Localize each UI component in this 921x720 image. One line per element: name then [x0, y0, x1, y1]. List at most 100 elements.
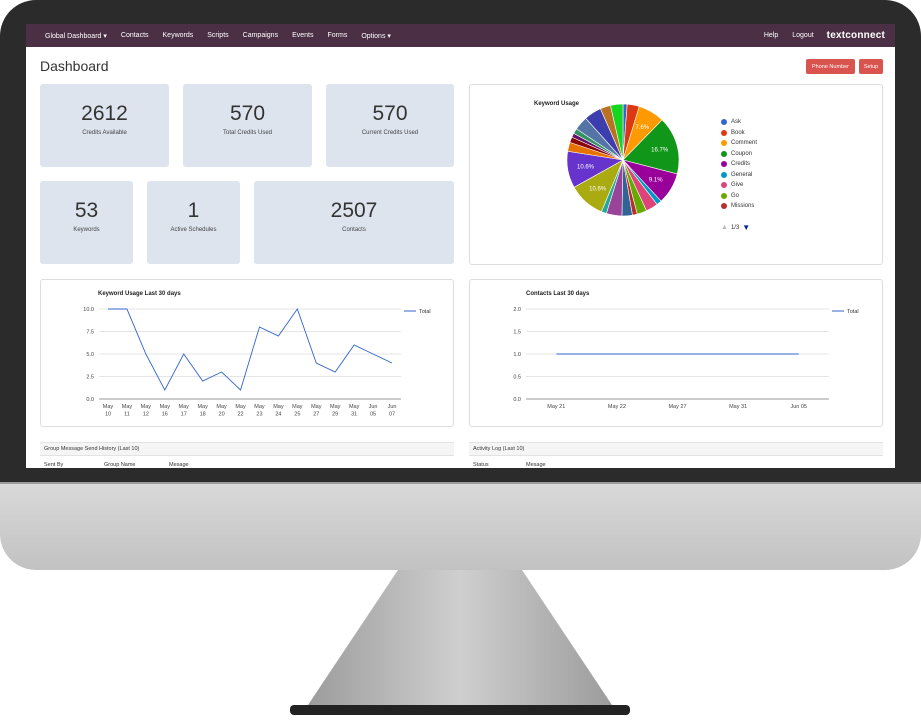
legend-item[interactable]: Ask [721, 119, 741, 125]
nav-logout[interactable]: Logout [792, 32, 814, 39]
y-tick-label: 0.0 [86, 397, 94, 403]
legend-swatch [721, 171, 727, 178]
activity-log-table-title: Activity Log (Last 10) [469, 442, 883, 456]
keyword-usage-pie-panel: Keyword Usage 7.6% 16.7% 9.1% 10.6% 10.6% As… [469, 84, 883, 265]
nav-global-dashboard[interactable]: Global Dashboard ▾ [45, 32, 107, 40]
pie-slice[interactable] [610, 103, 624, 161]
column-sent-by: Sent By [44, 462, 64, 468]
x-tick-label: Jun 05 [790, 404, 807, 410]
stat-label: Contacts [342, 227, 366, 233]
x-tick-label: 11 [124, 412, 130, 418]
stat-label: Total Credits Used [222, 130, 273, 136]
phone-number-button[interactable]: Phone Number [806, 59, 855, 74]
x-tick-label: 07 [389, 412, 395, 418]
x-tick-label: May [273, 404, 284, 410]
legend-swatch [721, 140, 727, 146]
group-history-table-title: Group Message Send History (Last 10) [40, 442, 454, 456]
legend-swatch [721, 182, 727, 188]
legend-swatch [721, 192, 727, 199]
y-tick-label: 7.5 [86, 330, 94, 336]
legend-next-icon[interactable]: ▼ [742, 223, 751, 232]
x-tick-label: May [197, 404, 208, 410]
x-tick-label: 05 [370, 412, 376, 418]
x-tick-label: 24 [275, 412, 281, 418]
x-tick-label: May 31 [729, 404, 747, 410]
nav-scripts[interactable]: Scripts [207, 32, 229, 39]
nav-campaigns[interactable]: Campaigns [242, 32, 279, 39]
stat-label: Active Schedules [170, 227, 217, 233]
stat-label: Keywords [73, 227, 100, 233]
x-tick-label: 12 [143, 412, 149, 418]
x-tick-label: May [179, 404, 190, 410]
nav-keywords[interactable]: Keywords [162, 32, 194, 39]
legend-swatch [721, 150, 727, 157]
legend-label: Credits [731, 161, 751, 167]
legend-item[interactable]: General [721, 171, 753, 178]
x-tick-label: May [216, 404, 227, 410]
column-status: Status [473, 462, 489, 468]
pie-slice-label: 9.1% [649, 177, 663, 183]
x-tick-label: 18 [200, 412, 206, 418]
x-tick-label: May [103, 404, 114, 410]
series-line[interactable] [108, 308, 393, 391]
y-tick-label: 1.0 [513, 352, 521, 358]
x-tick-label: May [349, 404, 360, 410]
legend-item[interactable]: Comment [721, 140, 757, 146]
stat-active-schedules: 1 Active Schedules [147, 181, 240, 264]
legend-label: General [731, 171, 753, 178]
nav-help[interactable]: Help [763, 32, 779, 39]
legend-item[interactable]: Give [721, 182, 743, 188]
brand-logo[interactable]: textconnect [826, 30, 885, 41]
pie-slice[interactable] [622, 119, 680, 175]
table-title: Group Message Send History (Last 10) [44, 446, 140, 452]
keyword-usage-pie-chart: 7.6% 16.7% 9.1% 10.6% 10.6% [566, 103, 680, 217]
setup-button[interactable]: Setup [859, 59, 883, 74]
chart-title: Keyword Usage Last 30 days [98, 291, 181, 297]
chart-title: Keyword Usage [534, 101, 580, 107]
legend-swatch [721, 203, 727, 209]
x-tick-label: 22 [237, 412, 243, 418]
x-tick-label: May [330, 404, 341, 410]
x-tick-label: Jun [369, 404, 378, 410]
x-tick-label: May 22 [608, 404, 626, 410]
stat-keywords: 53 Keywords [40, 181, 133, 264]
legend-item[interactable]: Coupon [721, 150, 752, 157]
y-tick-label: 10.0 [83, 307, 94, 313]
x-tick-label: May [122, 404, 133, 410]
nav-forms[interactable]: Forms [327, 32, 348, 39]
nav-events[interactable]: Events [292, 32, 314, 39]
legend-item[interactable]: Missions [721, 203, 754, 209]
x-tick-label: May [254, 404, 265, 410]
legend-prev-icon[interactable]: ▲ [721, 224, 728, 231]
legend-item[interactable]: Go [721, 192, 739, 199]
x-tick-label: 17 [181, 412, 187, 418]
legend-item[interactable]: Credits [721, 161, 750, 167]
chart-title: Contacts Last 30 days [526, 291, 590, 297]
column-message: Mesage [169, 462, 189, 468]
x-tick-label: 23 [256, 412, 262, 418]
x-tick-label: 31 [351, 412, 357, 418]
legend-label: Missions [731, 203, 755, 209]
x-tick-label: 16 [162, 412, 168, 418]
x-tick-label: 20 [219, 412, 225, 418]
stat-value: 570 [229, 102, 266, 125]
pie-slice-label: 10.6% [577, 165, 595, 171]
x-tick-label: 25 [294, 412, 300, 418]
stat-total-credits-used: 570 Total Credits Used [183, 84, 312, 167]
legend-label: Give [731, 182, 744, 188]
legend-label: Total [419, 309, 431, 315]
nav-contacts[interactable]: Contacts [120, 32, 149, 39]
pie-slice-label: 16.7% [651, 148, 669, 154]
stat-value: 2612 [81, 102, 128, 125]
x-tick-label: Jun [388, 404, 397, 410]
stat-credits-available: 2612 Credits Available [40, 84, 169, 167]
legend-swatch [721, 119, 727, 125]
y-tick-label: 5.0 [86, 352, 94, 358]
page-header: Dashboard Phone Number Setup [40, 57, 883, 77]
top-navbar: Global Dashboard ▾ Contacts Keywords Scr… [26, 24, 895, 47]
y-tick-label: 1.5 [513, 330, 521, 336]
x-tick-label: 29 [332, 412, 338, 418]
stat-value: 1 [187, 199, 200, 222]
nav-options[interactable]: Options ▾ [361, 32, 391, 40]
legend-item[interactable]: Book [721, 129, 745, 136]
